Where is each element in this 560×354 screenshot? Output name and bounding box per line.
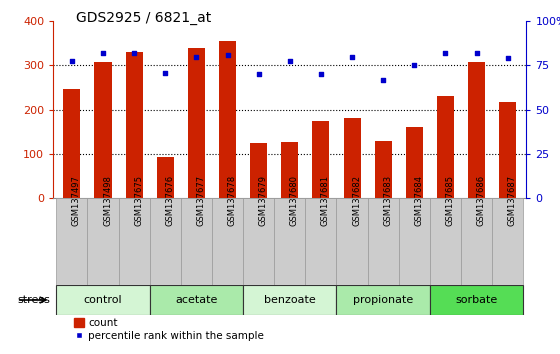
Bar: [125, 52, 143, 198]
Text: GSM137685: GSM137685: [445, 175, 455, 226]
Text: GSM137677: GSM137677: [197, 175, 206, 227]
Bar: [492, 198, 523, 285]
Point: [67, 58, 76, 64]
Bar: [274, 198, 305, 285]
Bar: [343, 118, 361, 198]
Bar: [219, 41, 236, 198]
Bar: [468, 62, 485, 198]
Bar: [157, 157, 174, 198]
Bar: [243, 285, 337, 315]
Bar: [406, 127, 423, 198]
Text: GSM137687: GSM137687: [508, 175, 517, 227]
Text: acetate: acetate: [175, 295, 218, 305]
Point: [130, 50, 139, 56]
Point: [441, 50, 450, 56]
Bar: [281, 142, 298, 198]
Point: [316, 72, 325, 77]
Text: control: control: [83, 295, 122, 305]
Text: GSM137680: GSM137680: [290, 175, 299, 226]
Text: GSM137675: GSM137675: [134, 175, 143, 226]
Text: GSM137497: GSM137497: [72, 175, 81, 226]
Point: [410, 63, 419, 68]
Text: sorbate: sorbate: [455, 295, 498, 305]
Text: GSM137683: GSM137683: [383, 175, 392, 227]
Point: [192, 54, 201, 59]
Text: benzoate: benzoate: [264, 295, 316, 305]
Bar: [119, 198, 150, 285]
Point: [254, 72, 263, 77]
Text: propionate: propionate: [353, 295, 413, 305]
Bar: [181, 198, 212, 285]
Point: [161, 70, 170, 75]
Point: [379, 77, 388, 82]
Bar: [212, 198, 243, 285]
Bar: [87, 198, 119, 285]
Bar: [430, 198, 461, 285]
Bar: [461, 198, 492, 285]
Text: GDS2925 / 6821_at: GDS2925 / 6821_at: [76, 11, 211, 25]
Bar: [305, 198, 337, 285]
Bar: [375, 141, 392, 198]
Text: GSM137686: GSM137686: [477, 175, 486, 227]
Bar: [312, 121, 329, 198]
Point: [348, 54, 357, 59]
Bar: [337, 198, 367, 285]
Bar: [250, 143, 267, 198]
Text: GSM137681: GSM137681: [321, 175, 330, 226]
Bar: [437, 96, 454, 198]
Bar: [337, 285, 430, 315]
Bar: [499, 102, 516, 198]
Bar: [188, 48, 205, 198]
Point: [472, 50, 481, 56]
Bar: [399, 198, 430, 285]
Bar: [243, 198, 274, 285]
Bar: [95, 62, 111, 198]
Text: GSM137498: GSM137498: [103, 175, 112, 226]
Bar: [57, 198, 87, 285]
Bar: [63, 88, 81, 198]
Text: GSM137676: GSM137676: [165, 175, 174, 227]
Point: [223, 52, 232, 58]
Bar: [367, 198, 399, 285]
Text: stress: stress: [17, 295, 50, 305]
Legend: count, percentile rank within the sample: count, percentile rank within the sample: [69, 314, 268, 345]
Bar: [57, 285, 150, 315]
Point: [285, 58, 294, 64]
Text: GSM137678: GSM137678: [227, 175, 236, 227]
Point: [503, 56, 512, 61]
Point: [99, 50, 108, 56]
Bar: [430, 285, 523, 315]
Text: GSM137684: GSM137684: [414, 175, 423, 226]
Bar: [150, 285, 243, 315]
Text: GSM137679: GSM137679: [259, 175, 268, 226]
Text: GSM137682: GSM137682: [352, 175, 361, 226]
Bar: [150, 198, 181, 285]
